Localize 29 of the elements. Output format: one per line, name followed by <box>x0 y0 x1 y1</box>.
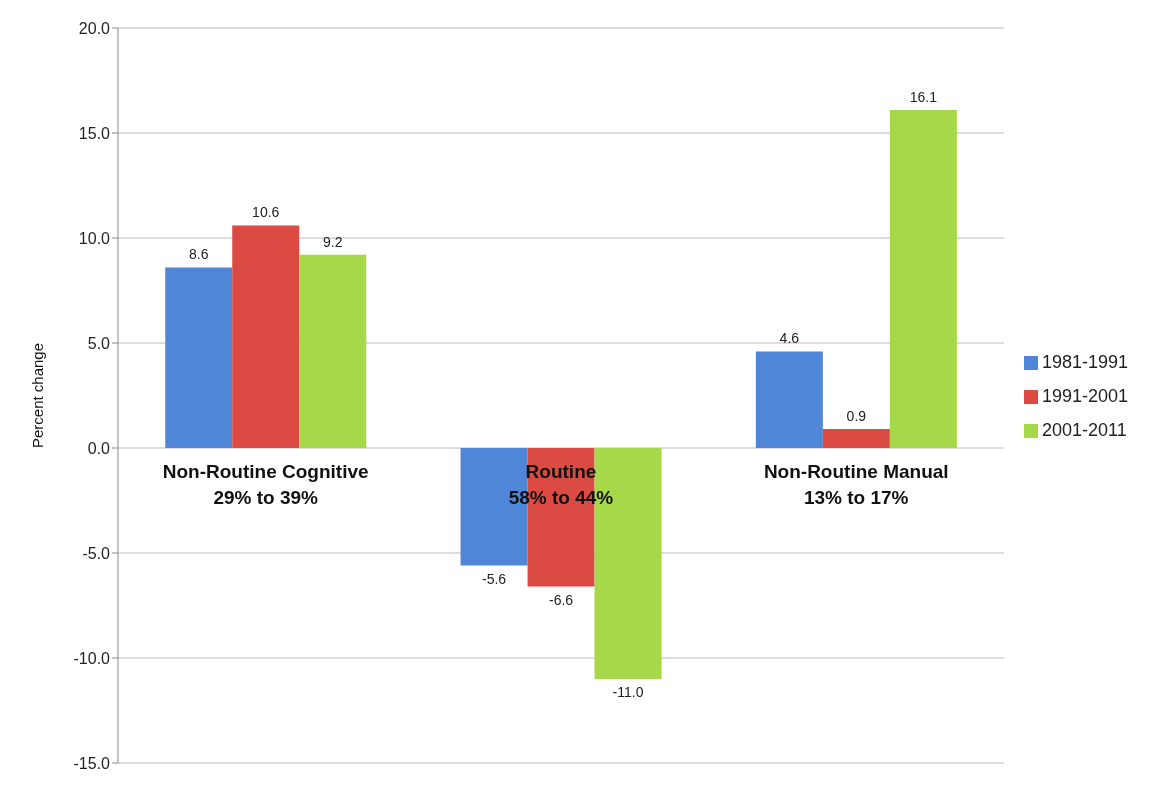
bar <box>755 351 823 448</box>
bar <box>299 254 367 448</box>
data-label: 4.6 <box>779 330 800 347</box>
bar <box>889 109 957 448</box>
y-tick-label: -10.0 <box>73 649 111 667</box>
legend-label: 2001-2011 <box>1041 419 1127 440</box>
data-label: -11.0 <box>612 684 644 700</box>
y-tick-label: 10.0 <box>78 229 111 247</box>
legend-label: 1981-1991 <box>1041 351 1128 372</box>
y-tick-label: -5.0 <box>82 544 111 562</box>
y-tick-label: 0.0 <box>87 439 111 457</box>
bar <box>165 267 233 448</box>
y-tick-label: 20.0 <box>78 19 111 37</box>
data-label: -5.6 <box>481 570 507 587</box>
y-tick-label: 15.0 <box>78 124 111 142</box>
y-axis-title: Percent change <box>29 342 47 449</box>
data-label: -6.6 <box>548 591 574 608</box>
y-tick-label: -15.0 <box>73 754 111 772</box>
data-label: 0.9 <box>846 408 867 425</box>
data-label: 10.6 <box>252 204 280 221</box>
data-label: 16.1 <box>909 88 938 105</box>
y-tick-label: 5.0 <box>87 334 111 352</box>
bar <box>232 225 300 448</box>
x-tick-label: Non-Routine Cognitive 29% to 39% <box>162 461 369 508</box>
x-tick-label: Non-Routine Manual 13% to 17% <box>763 461 949 508</box>
data-label: 8.6 <box>189 246 209 263</box>
data-label: 9.2 <box>323 233 343 250</box>
bar <box>822 429 890 448</box>
legend-label: 1991-2001 <box>1041 385 1128 406</box>
